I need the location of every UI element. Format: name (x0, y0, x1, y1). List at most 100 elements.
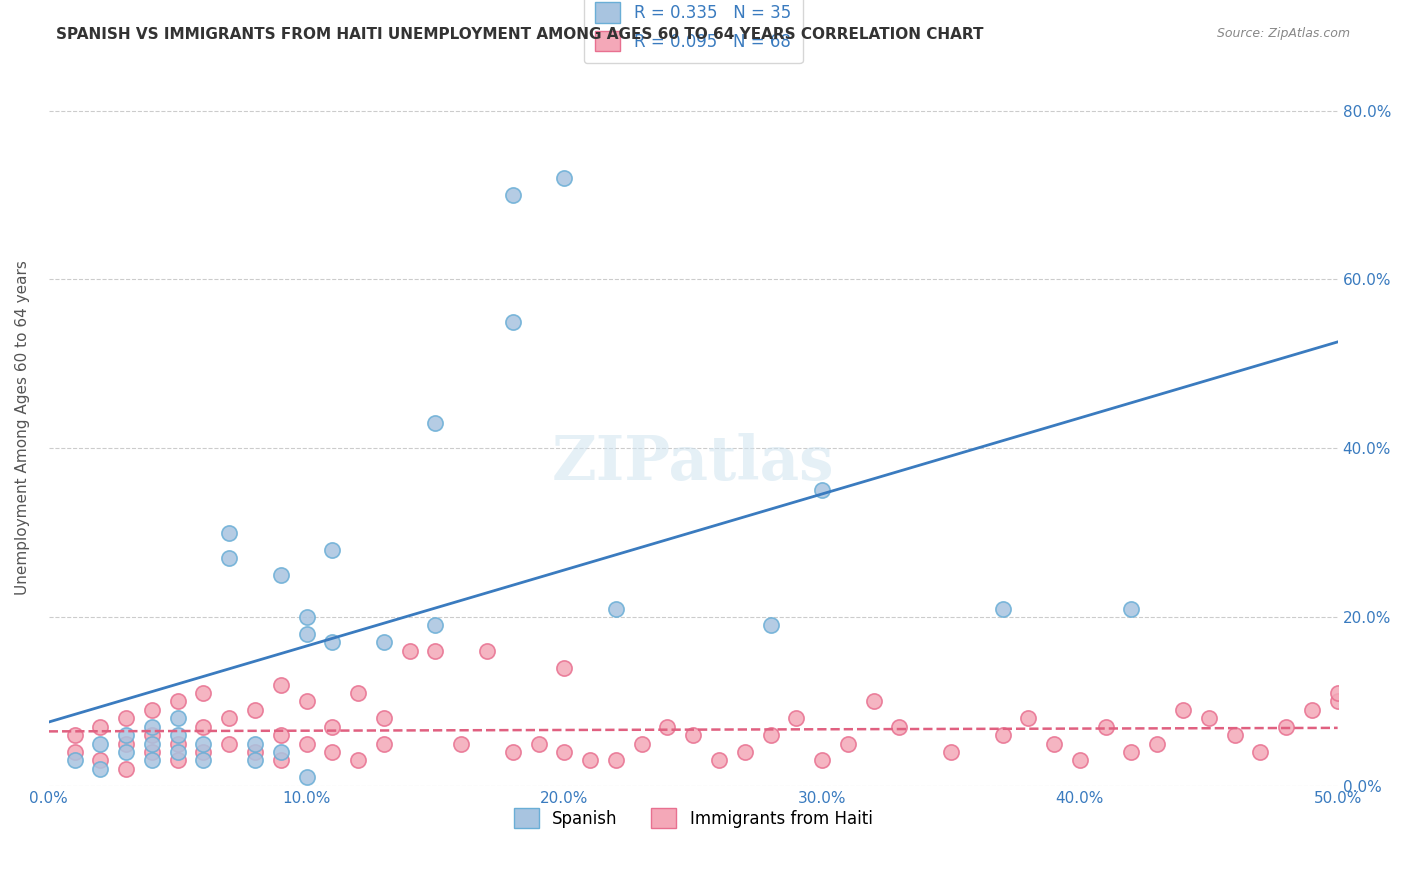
Point (373, 635, 395, 649)
Point (63, 754, 86, 768)
Point (321, 635, 343, 649)
Point (166, 737, 188, 751)
Point (450, 737, 472, 751)
Point (63, 745, 86, 759)
Point (347, 754, 370, 768)
Point (218, 551, 240, 566)
Text: Source: ZipAtlas.com: Source: ZipAtlas.com (1216, 27, 1350, 40)
Point (553, 171, 575, 186)
Point (141, 728, 163, 742)
Point (243, 737, 266, 751)
Point (837, 737, 859, 751)
Point (425, 644, 447, 658)
Point (707, 754, 730, 768)
Point (89, 737, 111, 751)
Point (862, 694, 884, 708)
Point (270, 745, 292, 759)
Point (141, 754, 163, 768)
Text: ZIPatlas: ZIPatlas (553, 433, 834, 493)
Point (811, 754, 834, 768)
Point (141, 703, 163, 717)
Point (89, 754, 111, 768)
Point (243, 754, 266, 768)
Text: SPANISH VS IMMIGRANTS FROM HAITI UNEMPLOYMENT AMONG AGES 60 TO 64 YEARS CORRELAT: SPANISH VS IMMIGRANTS FROM HAITI UNEMPLO… (56, 27, 984, 42)
Point (1198, 711, 1220, 725)
Point (218, 525, 240, 540)
Point (295, 737, 318, 751)
Point (398, 644, 420, 658)
Point (991, 728, 1014, 742)
Point (785, 711, 807, 725)
Point (321, 745, 343, 759)
Point (193, 737, 215, 751)
Point (889, 720, 911, 734)
Point (166, 728, 188, 742)
Point (1017, 711, 1039, 725)
Point (1146, 737, 1168, 751)
Point (425, 416, 447, 430)
Point (502, 315, 524, 329)
Point (759, 618, 782, 632)
Point (115, 728, 138, 742)
Point (939, 745, 962, 759)
Point (270, 754, 292, 768)
Point (630, 737, 652, 751)
Point (502, 188, 524, 202)
Point (682, 728, 704, 742)
Point (373, 737, 395, 751)
Point (243, 703, 266, 717)
Point (193, 720, 215, 734)
Point (1275, 720, 1298, 734)
Point (605, 601, 627, 615)
Point (347, 686, 370, 700)
Point (218, 711, 240, 725)
Point (141, 745, 163, 759)
Point (1121, 601, 1143, 615)
Point (270, 567, 292, 582)
Point (193, 754, 215, 768)
Point (295, 694, 318, 708)
Point (553, 745, 575, 759)
Point (270, 677, 292, 691)
Point (1326, 686, 1348, 700)
Point (759, 728, 782, 742)
Point (1301, 703, 1323, 717)
Point (527, 737, 550, 751)
Point (657, 720, 679, 734)
Point (553, 660, 575, 674)
Point (270, 728, 292, 742)
Point (1171, 703, 1194, 717)
Point (1043, 737, 1066, 751)
Point (1326, 694, 1348, 708)
Point (141, 720, 163, 734)
Point (502, 745, 524, 759)
Point (115, 737, 138, 751)
Legend: Spanish, Immigrants from Haiti: Spanish, Immigrants from Haiti (508, 801, 879, 835)
Point (115, 762, 138, 776)
Point (1069, 754, 1091, 768)
Point (811, 483, 834, 498)
Point (1121, 745, 1143, 759)
Point (166, 754, 188, 768)
Point (115, 711, 138, 725)
Point (295, 627, 318, 641)
Point (193, 686, 215, 700)
Point (991, 601, 1014, 615)
Point (734, 745, 756, 759)
Point (295, 610, 318, 624)
Point (1249, 745, 1271, 759)
Point (1223, 728, 1246, 742)
Point (166, 694, 188, 708)
Point (166, 745, 188, 759)
Point (1094, 720, 1116, 734)
Point (218, 737, 240, 751)
Point (321, 542, 343, 557)
Point (243, 745, 266, 759)
Point (166, 711, 188, 725)
Point (63, 728, 86, 742)
Point (89, 720, 111, 734)
Point (89, 762, 111, 776)
Point (141, 737, 163, 751)
Point (373, 711, 395, 725)
Point (579, 754, 602, 768)
